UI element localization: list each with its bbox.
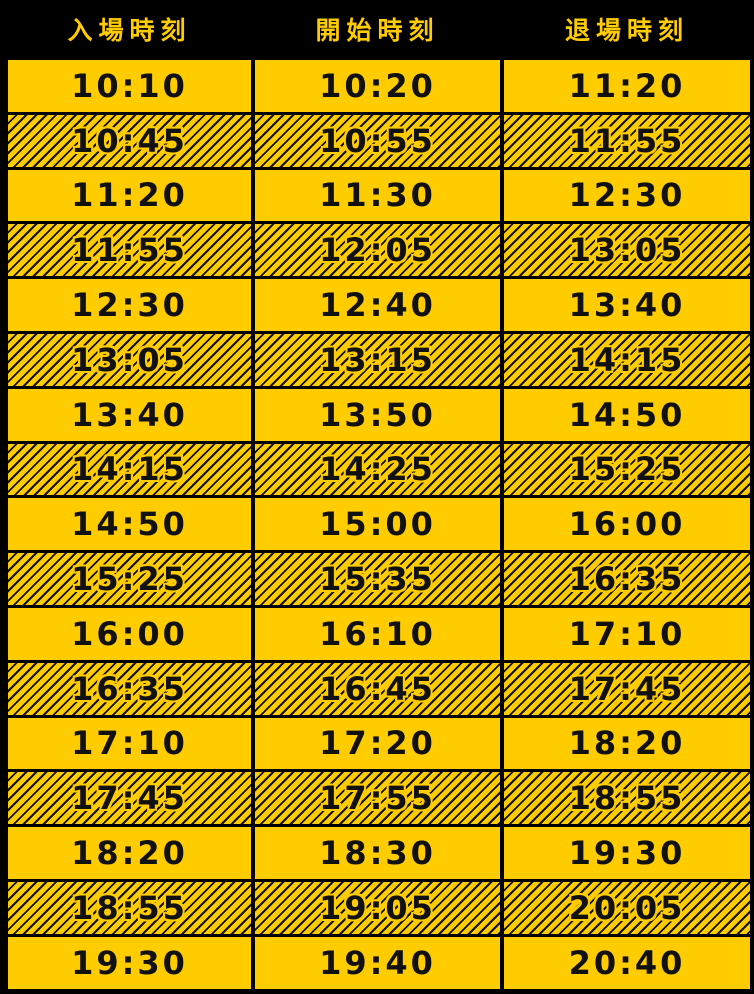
cell-start-time: 12:05 [255, 224, 500, 277]
cell-entry-time: 14:15 [8, 443, 251, 496]
cell-exit-time: 18:55 [504, 772, 750, 825]
cell-exit-time: 14:15 [504, 333, 750, 386]
cell-entry-time: 11:20 [8, 169, 251, 222]
cell-exit-time: 18:20 [504, 717, 750, 770]
cell-start-time: 11:30 [255, 169, 500, 222]
cell-start-time: 13:50 [255, 388, 500, 441]
table-header: 入場時刻 開始時刻 退場時刻 [0, 0, 754, 58]
cell-start-time: 17:20 [255, 717, 500, 770]
cell-entry-time: 17:10 [8, 717, 251, 770]
cell-start-time: 19:40 [255, 936, 500, 989]
cell-entry-time: 17:45 [8, 772, 251, 825]
cell-start-time: 19:05 [255, 881, 500, 934]
cell-start-time: 17:55 [255, 772, 500, 825]
cell-entry-time: 10:10 [8, 60, 251, 112]
cell-entry-time: 13:05 [8, 333, 251, 386]
cell-exit-time: 13:40 [504, 279, 750, 331]
cell-exit-time: 11:55 [504, 114, 750, 167]
header-exit-time: 退場時刻 [564, 16, 689, 45]
cell-start-time: 10:55 [255, 114, 500, 167]
cell-start-time: 16:45 [255, 662, 500, 715]
cell-start-time: 15:00 [255, 498, 500, 551]
cell-exit-time: 15:25 [504, 443, 750, 496]
header-entry-time: 入場時刻 [67, 16, 192, 45]
cell-exit-time: 16:35 [504, 553, 750, 605]
cell-start-time: 10:20 [255, 60, 500, 112]
cell-exit-time: 17:10 [504, 607, 750, 660]
cell-exit-time: 20:40 [504, 936, 750, 989]
cell-entry-time: 16:35 [8, 662, 251, 715]
cell-start-time: 16:10 [255, 607, 500, 660]
cell-entry-time: 11:55 [8, 224, 251, 277]
cell-entry-time: 13:40 [8, 388, 251, 441]
cell-start-time: 18:30 [255, 827, 500, 879]
cell-entry-time: 10:45 [8, 114, 251, 167]
cell-exit-time: 19:30 [504, 827, 750, 879]
cell-entry-time: 14:50 [8, 498, 251, 551]
cell-entry-time: 15:25 [8, 553, 251, 605]
cell-start-time: 14:25 [255, 443, 500, 496]
cell-entry-time: 19:30 [8, 936, 251, 989]
cell-exit-time: 20:05 [504, 881, 750, 934]
schedule-table: 10:10 10:20 11:20 10:45 10:55 11:55 11:20 11:30… [0, 58, 754, 989]
header-start-time: 開始時刻 [315, 16, 440, 45]
cell-exit-time: 16:00 [504, 498, 750, 551]
cell-exit-time: 12:30 [504, 169, 750, 222]
cell-start-time: 12:40 [255, 279, 500, 331]
cell-exit-time: 14:50 [504, 388, 750, 441]
cell-exit-time: 17:45 [504, 662, 750, 715]
cell-entry-time: 12:30 [8, 279, 251, 331]
cell-start-time: 15:35 [255, 553, 500, 605]
cell-entry-time: 18:55 [8, 881, 251, 934]
cell-exit-time: 11:20 [504, 60, 750, 112]
cell-entry-time: 16:00 [8, 607, 251, 660]
cell-start-time: 13:15 [255, 333, 500, 386]
cell-entry-time: 18:20 [8, 827, 251, 879]
cell-exit-time: 13:05 [504, 224, 750, 277]
